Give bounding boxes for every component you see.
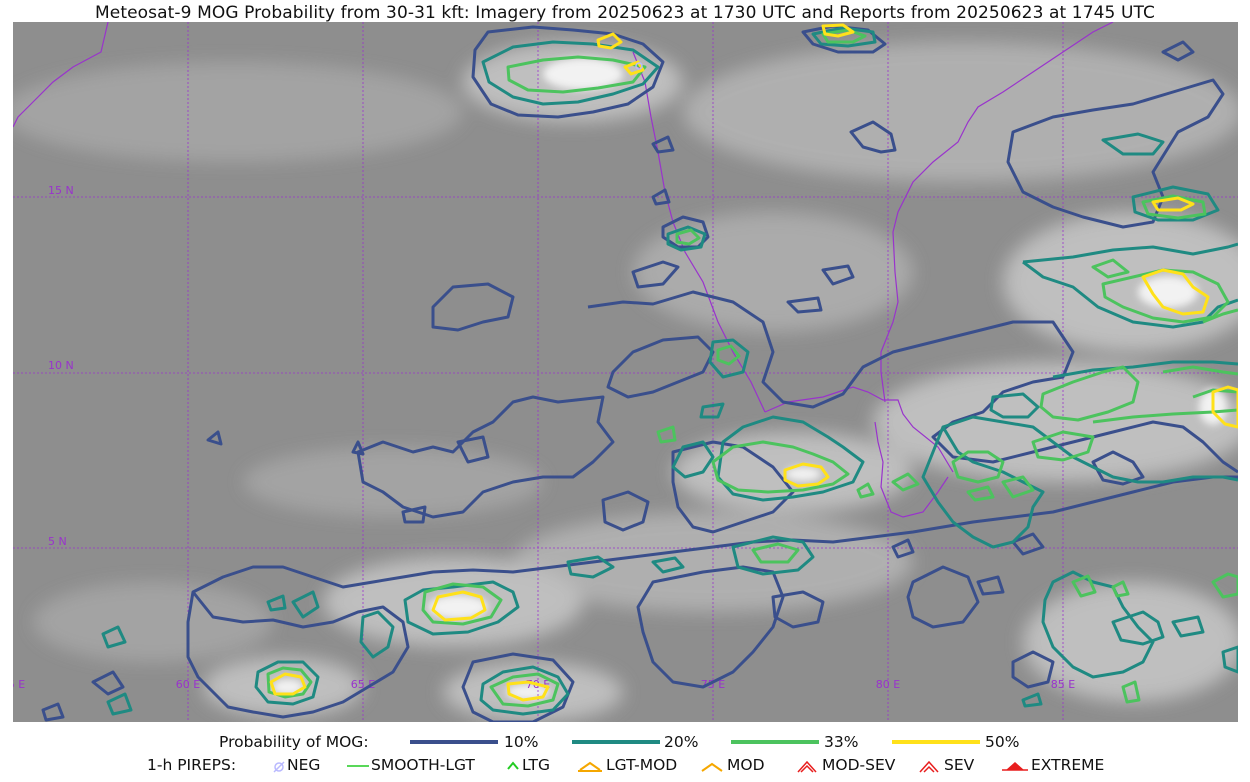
legend-label-50: 50% bbox=[985, 733, 1020, 751]
pirep-label-mod: MOD bbox=[727, 756, 765, 774]
pirep-label-extreme: EXTREME bbox=[1031, 756, 1105, 774]
lgt-mod-icon bbox=[578, 761, 602, 772]
lon-label-85e: 85 E bbox=[1051, 678, 1075, 691]
pirep-label-smooth-lgt: SMOOTH-LGT bbox=[371, 756, 475, 774]
extreme-icon bbox=[1002, 762, 1028, 771]
pirep-label-neg: NEG bbox=[287, 756, 321, 774]
legend-swatch-33 bbox=[731, 740, 819, 744]
legend-swatch-50 bbox=[892, 740, 980, 744]
legend-label-33: 33% bbox=[824, 733, 859, 751]
mod-icon bbox=[701, 762, 723, 772]
satellite-map: 15 N 10 N 5 N 55 E 60 E 65 E 70 E 75 E 8… bbox=[13, 22, 1238, 722]
map-title: Meteosat-9 MOG Probability from 30-31 kf… bbox=[95, 3, 1155, 23]
lon-label-55e: 55 E bbox=[13, 678, 25, 691]
lat-label-5n: 5 N bbox=[48, 535, 67, 548]
lat-label-10n: 10 N bbox=[48, 359, 74, 372]
pirep-legend-label: 1-h PIREPS: bbox=[147, 756, 237, 774]
ltg-icon bbox=[507, 761, 519, 770]
pirep-label-ltg: LTG bbox=[522, 756, 550, 774]
probability-legend: Probability of MOG: 10% 20% 33% 50% bbox=[0, 733, 1250, 753]
lon-label-75e: 75 E bbox=[701, 678, 725, 691]
legend-swatch-20 bbox=[572, 740, 660, 744]
pirep-neg-marker bbox=[635, 62, 643, 70]
probability-legend-label: Probability of MOG: bbox=[219, 733, 369, 751]
lon-label-60e: 60 E bbox=[176, 678, 200, 691]
contours-20pct bbox=[101, 26, 1238, 716]
sev-icon bbox=[919, 760, 939, 773]
lon-label-80e: 80 E bbox=[876, 678, 900, 691]
pirep-label-sev: SEV bbox=[944, 756, 975, 774]
legend-swatch-10 bbox=[410, 740, 498, 744]
neg-icon bbox=[273, 761, 285, 773]
legend-label-20: 20% bbox=[664, 733, 699, 751]
pirep-label-lgt-mod: LGT-MOD bbox=[606, 756, 678, 774]
smooth-lgt-icon bbox=[347, 765, 369, 767]
contours-50pct bbox=[269, 23, 1238, 702]
pirep-legend: 1-h PIREPS: NEG SMOOTH-LGT LTG LGT-MOD M… bbox=[0, 756, 1250, 776]
contours-10pct bbox=[41, 24, 1238, 722]
legend-label-10: 10% bbox=[504, 733, 539, 751]
mod-sev-icon bbox=[797, 760, 817, 773]
contours-33pct bbox=[266, 28, 1238, 708]
lat-label-15n: 15 N bbox=[48, 184, 74, 197]
cloud-highlights bbox=[272, 58, 1227, 700]
lat-labels: 15 N 10 N 5 N bbox=[48, 184, 74, 548]
pirep-label-mod-sev: MOD-SEV bbox=[822, 756, 896, 774]
